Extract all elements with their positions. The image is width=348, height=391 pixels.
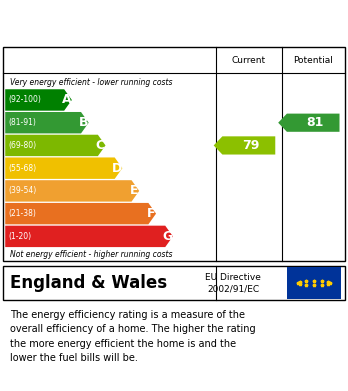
Text: E: E [129,185,138,197]
Text: 81: 81 [306,116,324,129]
Text: (81-91): (81-91) [9,118,37,127]
Text: Current: Current [232,56,266,65]
Polygon shape [5,158,122,179]
Text: D: D [112,161,122,175]
Text: B: B [79,116,88,129]
Text: England & Wales: England & Wales [10,274,168,292]
Text: Energy Efficiency Rating: Energy Efficiency Rating [10,14,220,29]
Polygon shape [5,135,105,156]
Text: (21-38): (21-38) [9,209,37,218]
Text: (1-20): (1-20) [9,232,32,241]
Text: G: G [163,230,173,243]
Text: Potential: Potential [293,56,333,65]
Text: 79: 79 [242,139,259,152]
Text: (69-80): (69-80) [9,141,37,150]
Text: EU Directive
2002/91/EC: EU Directive 2002/91/EC [205,273,261,293]
Polygon shape [5,203,156,224]
Text: Very energy efficient - lower running costs: Very energy efficient - lower running co… [10,77,173,86]
Text: C: C [96,139,105,152]
Polygon shape [5,89,72,111]
Text: F: F [147,207,155,220]
Bar [287,267,341,299]
Polygon shape [214,136,275,154]
Text: (39-54): (39-54) [9,187,37,196]
Polygon shape [5,226,173,247]
Text: Not energy efficient - higher running costs: Not energy efficient - higher running co… [10,250,173,259]
Text: The energy efficiency rating is a measure of the
overall efficiency of a home. T: The energy efficiency rating is a measur… [10,310,256,363]
Text: (92-100): (92-100) [9,95,41,104]
Polygon shape [278,114,340,132]
Text: (55-68): (55-68) [9,164,37,173]
Text: A: A [62,93,71,106]
Polygon shape [5,112,89,133]
Polygon shape [5,180,139,202]
